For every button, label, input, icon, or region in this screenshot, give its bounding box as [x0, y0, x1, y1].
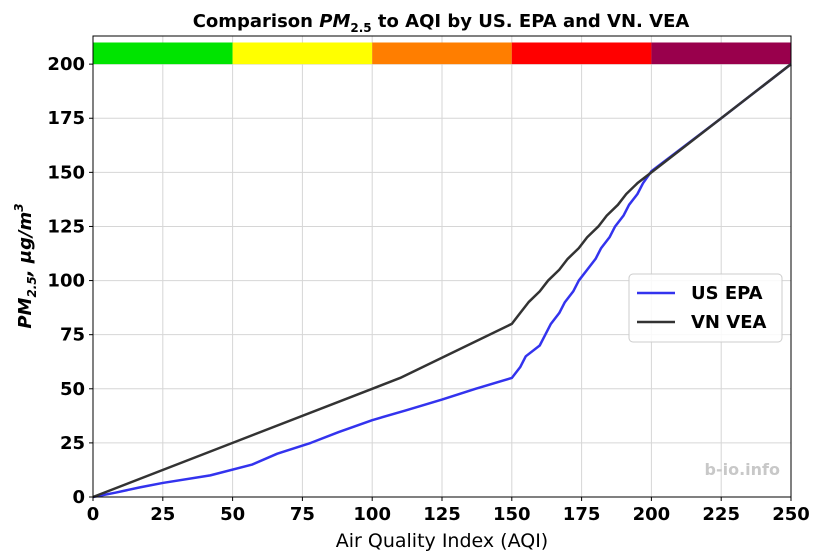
aqi-color-bands: [93, 42, 791, 65]
x-tick-label: 100: [353, 504, 391, 525]
x-tick-label: 50: [220, 504, 245, 525]
legend: US EPA VN VEA: [628, 273, 783, 343]
x-tick-label: 175: [563, 504, 601, 525]
x-tick-label: 250: [772, 504, 810, 525]
y-axis-label: PM2.5, μg/m3: [12, 203, 39, 328]
series-line-vn-vea: [92, 63, 792, 499]
aqi-color-band: [93, 42, 233, 65]
x-tick-label: 25: [150, 504, 175, 525]
y-tick-label: 25: [60, 433, 85, 454]
aqi-color-band: [651, 42, 791, 65]
x-tick-label: 0: [87, 504, 100, 525]
series-lines: [92, 63, 792, 499]
x-tick-label: 125: [423, 504, 461, 525]
y-tick-label: 150: [47, 162, 85, 183]
y-tick-label: 75: [60, 325, 85, 346]
y-tick-label: 125: [47, 216, 85, 237]
y-tick-label: 50: [60, 379, 85, 400]
y-tick-label: 175: [47, 108, 85, 129]
legend-label: VN VEA: [691, 312, 766, 333]
legend-box: [628, 273, 783, 343]
aqi-color-band: [511, 42, 652, 65]
x-axis-ticks: 0 25 50 75 100 125 150 175 200 225 250: [87, 497, 810, 525]
y-axis-ticks: 0 25 50 75 100 125 150 175 200: [47, 54, 93, 508]
legend-label: US EPA: [691, 283, 763, 304]
aqi-color-band: [372, 42, 512, 65]
y-tick-label: 200: [47, 54, 85, 75]
aqi-color-band: [232, 42, 373, 65]
chart-title: Comparison PM2.5 to AQI by US. EPA and V…: [193, 11, 690, 35]
watermark: b-io.info: [705, 460, 780, 479]
x-tick-label: 225: [702, 504, 740, 525]
series-line-us-epa: [92, 63, 792, 499]
x-tick-label: 150: [493, 504, 531, 525]
grid: [92, 36, 792, 498]
x-tick-label: 200: [633, 504, 671, 525]
x-axis-label: Air Quality Index (AQI): [336, 530, 548, 552]
x-tick-label: 75: [290, 504, 315, 525]
y-tick-label: 100: [47, 271, 85, 292]
y-tick-label: 0: [72, 487, 85, 508]
